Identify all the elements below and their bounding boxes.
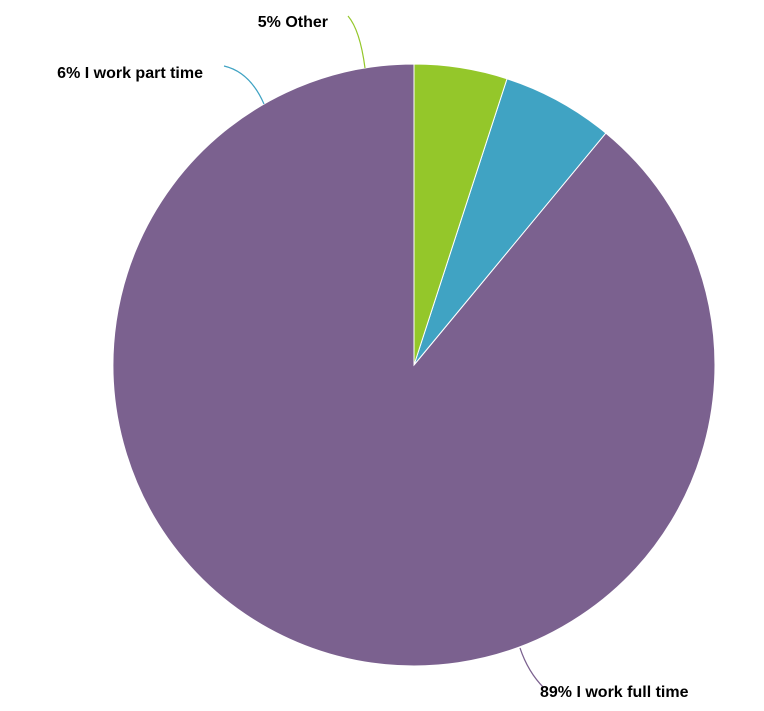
leader-line-part-time [223,65,265,105]
pie-slices [112,63,716,667]
leader-lines [223,15,545,689]
leader-line-other [347,15,366,69]
leader-line-full-time [519,647,545,689]
slice-label-other: 5% Other [258,14,328,31]
slice-labels: 89% I work full time 6% I work part time… [57,14,688,701]
slice-label-part-time: 6% I work part time [57,65,203,82]
slice-label-full-time: 89% I work full time [540,684,689,701]
pie-slice-other [413,63,508,366]
